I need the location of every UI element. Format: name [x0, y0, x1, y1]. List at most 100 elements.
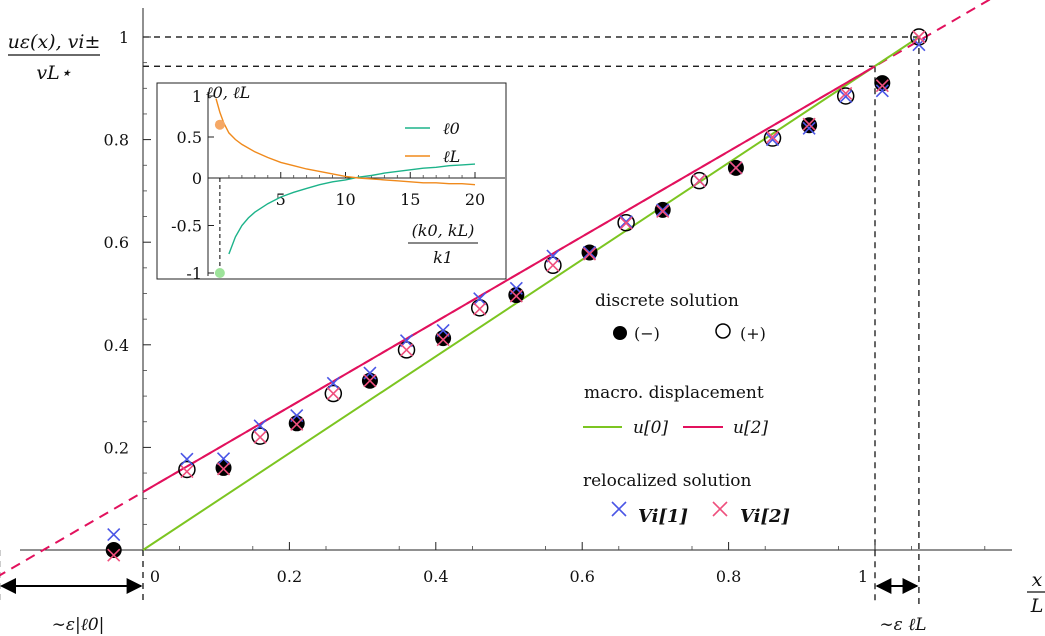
discrete-minus-point — [874, 75, 891, 92]
relocalized-v2-point — [363, 374, 377, 388]
axis-ticks: 0 0.2 0.4 0.6 0.8 1 0.2 0.4 0.6 0.8 1 — [104, 28, 986, 586]
relocalized-v1-point — [582, 245, 597, 260]
x-axis-title: x L — [1027, 569, 1045, 617]
discrete-plus-point — [617, 213, 635, 232]
relocalized-v2-point — [619, 216, 633, 230]
legend-minus-label: (−) — [634, 324, 660, 343]
guide-lines — [0, 36, 920, 605]
data-points — [105, 28, 928, 562]
inset-frame — [156, 82, 507, 280]
inset-marker-lL — [214, 119, 225, 130]
relocalized-v2-point — [839, 86, 853, 100]
relocalized-v2-point — [656, 204, 670, 218]
x-tick-label: 0.4 — [423, 567, 448, 586]
discrete-plus-point — [544, 256, 562, 275]
legend-v1-marker — [611, 501, 627, 517]
relocalized-v1-point — [180, 452, 194, 466]
relocalized-v1-point — [546, 249, 560, 263]
y-label-numerator: uε(x), vi± — [8, 31, 101, 53]
u2-extension-dashed — [0, 0, 991, 577]
inset-y-tick-label: 0 — [192, 169, 202, 188]
inset-x-tick-label: 10 — [335, 190, 355, 209]
legend-v2-label: Vi[2] — [740, 506, 790, 527]
discrete-plus-point — [178, 460, 196, 479]
x-label-numerator: x — [1032, 569, 1043, 591]
left-gap-label: ∼ε|ℓ0| — [52, 615, 105, 635]
discrete-minus-point — [435, 330, 452, 347]
relocalized-v2-point — [875, 79, 889, 93]
relocalized-v2-point — [509, 289, 523, 303]
x-tick-label: 0.2 — [277, 567, 302, 586]
relocalized-v1-point — [216, 452, 231, 466]
relocalized-v1-point — [473, 292, 487, 306]
legend-v2-marker — [712, 501, 728, 517]
relocalized-v1-point — [436, 323, 450, 338]
relocalized-v2-point — [802, 117, 816, 131]
inset-series-lL — [215, 98, 476, 186]
relocalized-v2-point — [692, 174, 706, 188]
inset-x-tick-label: 5 — [276, 190, 286, 209]
gap-annotations: ∼ε|ℓ0| ∼ε ℓL — [0, 578, 927, 635]
relocalized-v2-point — [326, 386, 340, 401]
relocalized-v1-point — [802, 121, 816, 135]
discrete-plus-point — [324, 384, 343, 403]
legend-v1-label: Vi[1] — [638, 506, 688, 527]
y-tick-label: 0.8 — [104, 131, 129, 150]
discrete-plus-point — [397, 341, 416, 359]
relocalized-v1-point — [326, 376, 340, 390]
relocalized-v1-point — [765, 133, 780, 147]
inset-x-tick-label: 20 — [465, 190, 485, 209]
relocalized-v2-point — [290, 417, 304, 431]
discrete-plus-point — [690, 171, 709, 190]
legend-v2-cross — [712, 501, 728, 517]
relocalized-v2-point — [582, 247, 597, 261]
relocalized-v1-point — [656, 203, 670, 217]
discrete-plus-point — [836, 87, 855, 105]
macro-lines — [0, 0, 991, 577]
relocalized-v1-point — [107, 528, 121, 542]
y-tick-label: 0.4 — [104, 336, 129, 355]
y-tick-label: 0.6 — [104, 233, 129, 252]
inset-series-l0 — [228, 163, 476, 255]
relocalized-v2-point — [399, 343, 414, 357]
inset-y-tick-label: 1 — [192, 87, 202, 106]
relocalized-v2-point — [253, 430, 267, 444]
inset-x-label-denominator: k1 — [433, 248, 453, 267]
relocalized-v1-point — [399, 334, 414, 348]
main-axes — [20, 8, 1012, 551]
discrete-plus-point — [470, 299, 489, 317]
relocalized-v2-point — [473, 302, 487, 316]
inset-legend-l0-label: ℓ0 — [443, 119, 460, 138]
legend: discrete solution (−) (+) macro. displac… — [583, 291, 790, 527]
relocalized-v2-point — [107, 548, 121, 562]
inset-y-tick-label: -1 — [186, 264, 202, 283]
relocalized-v2-point — [180, 464, 194, 479]
y-axis-title: uε(x), vi± vL⋆ — [8, 31, 101, 84]
relocalized-v2-point — [546, 258, 560, 272]
x-tick-label: 0 — [150, 567, 160, 586]
legend-v1-cross — [611, 501, 627, 517]
inset-marker-l0 — [214, 268, 225, 278]
inset-series — [214, 98, 476, 278]
u0-line — [142, 36, 920, 551]
relocalized-v2-point — [912, 30, 926, 44]
relocalized-v1-point — [253, 419, 267, 433]
relocalized-v2-point — [765, 130, 780, 144]
relocalized-v1-point — [839, 89, 853, 104]
inset-x-tick-label: 15 — [400, 190, 420, 209]
legend-minus-marker — [613, 326, 627, 340]
inset-plot: 5 10 15 20 1 0.5 0 -0.5 -1 ℓ0, ℓL (k0, kL) k1 ℓ0… — [156, 82, 507, 283]
relocalized-v2-point — [436, 333, 450, 347]
discrete-minus-point — [105, 542, 122, 558]
inset-ticks: 5 10 15 20 1 0.5 0 -0.5 -1 — [171, 87, 485, 283]
x-label-denominator: L — [1030, 595, 1044, 617]
y-label-denominator: vL⋆ — [36, 62, 71, 84]
discrete-plus-point — [763, 129, 782, 147]
x-tick-label: 1 — [858, 567, 868, 586]
legend-reloc-title: relocalized solution — [583, 471, 752, 491]
legend-plus-marker — [715, 323, 731, 339]
relocalized-v1-point — [619, 215, 633, 229]
legend-plus-label: (+) — [740, 324, 766, 343]
relocalized-v1-point — [875, 84, 889, 98]
